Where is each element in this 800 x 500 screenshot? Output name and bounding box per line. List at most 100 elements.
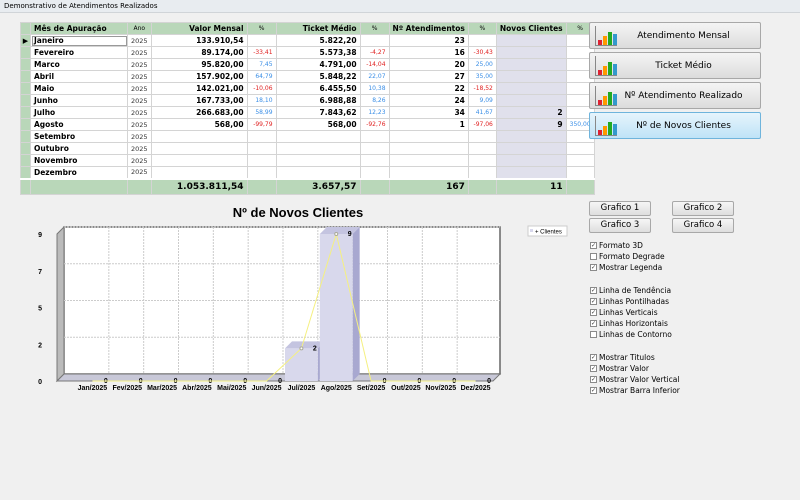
row-indicator[interactable] [20,70,31,83]
table-row[interactable]: Abril 2025 157.902,00 64,79 5.848,22 22,07 27 3… [20,70,595,83]
option-checkbox[interactable]: ✓ Linhas Verticais [590,307,658,317]
cell-atend[interactable] [388,142,469,155]
cell-valor[interactable] [150,130,248,143]
row-indicator[interactable] [20,82,31,95]
grafico-3-button[interactable]: Grafico 3 [589,218,651,233]
cell-novos[interactable] [495,130,567,143]
cell-novos-pct[interactable] [565,154,595,167]
cell-valor-pct[interactable]: 58,99 [246,106,277,119]
cell-ticket-pct[interactable] [359,142,390,155]
cell-valor[interactable] [150,154,248,167]
cell-atend[interactable]: 1 [388,118,469,131]
cell-ticket-pct[interactable]: -4,27 [359,46,390,59]
cell-ticket-pct[interactable] [359,130,390,143]
cell-ticket-pct[interactable]: -14,04 [359,58,390,71]
cell-atend[interactable] [388,166,469,179]
cell-valor-pct[interactable]: 64,79 [246,70,277,83]
checked-box-icon[interactable]: ✓ [590,286,597,294]
option-checkbox[interactable]: ✓ Linhas Horizontais [590,318,668,328]
grafico-1-button[interactable]: Grafico 1 [589,201,651,216]
checked-box-icon[interactable]: ✓ [590,375,597,383]
row-indicator[interactable] [20,154,31,167]
cell-valor-pct[interactable]: -10,06 [246,82,277,95]
cell-atend[interactable] [388,130,469,143]
option-checkbox[interactable]: ✓ Mostrar Legenda [590,262,662,272]
cell-atend-pct[interactable] [467,142,497,155]
cell-atend-pct[interactable] [467,166,497,179]
cell-ano[interactable]: 2025 [127,58,152,71]
cell-ticket-pct[interactable]: 12,23 [359,106,390,119]
cell-ticket[interactable]: 6.988,88 [275,94,361,107]
cell-valor-pct[interactable] [246,34,277,47]
cell-valor[interactable] [150,166,248,179]
cell-atend-pct[interactable]: -18,52 [467,82,497,95]
cell-ticket[interactable] [275,154,361,167]
option-checkbox[interactable]: ✓ Formato 3D [590,240,643,250]
unchecked-box-icon[interactable] [590,330,597,338]
cell-novos[interactable] [495,70,567,83]
row-indicator[interactable] [20,58,31,71]
cell-ticket[interactable]: 5.848,22 [275,70,361,83]
table-row[interactable]: Setembro 2025 [20,130,595,143]
chart-button[interactable]: Nº Atendimento Realizado [589,82,761,109]
cell-novos[interactable] [495,166,567,179]
cell-valor[interactable]: 133.910,54 [150,34,248,47]
cell-ticket[interactable] [275,166,361,179]
cell-valor[interactable]: 266.683,00 [150,106,248,119]
cell-valor-pct[interactable] [246,130,277,143]
cell-novos-pct[interactable] [565,142,595,155]
cell-valor[interactable]: 568,00 [150,118,248,131]
row-indicator[interactable] [20,118,31,131]
cell-ticket-pct[interactable] [359,154,390,167]
cell-ticket[interactable]: 6.455,50 [275,82,361,95]
row-indicator[interactable] [20,166,31,179]
row-indicator[interactable]: ▶ [20,34,31,47]
cell-mes[interactable]: Abril [30,70,128,83]
row-indicator[interactable] [20,142,31,155]
checked-box-icon[interactable]: ✓ [590,241,597,249]
chart-button[interactable]: Atendimento Mensal [589,22,761,49]
table-row[interactable]: Dezembro 2025 [20,166,595,179]
cell-ticket[interactable] [275,130,361,143]
cell-ano[interactable]: 2025 [127,142,152,155]
cell-novos[interactable] [495,142,567,155]
cell-valor[interactable] [150,142,248,155]
cell-atend[interactable]: 24 [388,94,469,107]
cell-valor-pct[interactable] [246,154,277,167]
chart-button[interactable]: Ticket Médio [589,52,761,79]
cell-valor-pct[interactable] [246,142,277,155]
cell-novos[interactable] [495,82,567,95]
cell-ticket[interactable]: 5.822,20 [275,34,361,47]
cell-mes[interactable]: Marco [30,58,128,71]
cell-atend[interactable]: 23 [388,34,469,47]
row-indicator[interactable] [20,94,31,107]
cell-ticket[interactable]: 568,00 [275,118,361,131]
cell-ano[interactable]: 2025 [127,82,152,95]
grafico-2-button[interactable]: Grafico 2 [672,201,734,216]
cell-atend-pct[interactable] [467,130,497,143]
option-checkbox[interactable]: ✓ Mostrar Valor [590,363,649,373]
row-indicator[interactable] [20,106,31,119]
cell-ticket[interactable]: 4.791,00 [275,58,361,71]
cell-atend-pct[interactable]: 25,00 [467,58,497,71]
cell-mes[interactable]: Dezembro [30,166,128,179]
cell-atend-pct[interactable]: 35,00 [467,70,497,83]
cell-valor-pct[interactable]: 7,45 [246,58,277,71]
cell-ano[interactable]: 2025 [127,94,152,107]
cell-novos[interactable] [495,46,567,59]
cell-ticket[interactable] [275,142,361,155]
option-checkbox[interactable]: ✓ Mostrar Barra Inferior [590,385,680,395]
cell-mes[interactable]: Novembro [30,154,128,167]
checked-box-icon[interactable]: ✓ [590,386,597,394]
table-row[interactable]: Novembro 2025 [20,154,595,167]
table-row[interactable]: Fevereiro 2025 89.174,00 -33,41 5.573,38 -4,2… [20,46,595,59]
table-row[interactable]: Junho 2025 167.733,00 18,10 6.988,88 8,26 24 9,… [20,94,595,107]
cell-ano[interactable]: 2025 [127,118,152,131]
cell-valor[interactable]: 157.902,00 [150,70,248,83]
cell-valor-pct[interactable] [246,166,277,179]
column-header[interactable]: % [359,22,390,35]
cell-atend-pct[interactable] [467,154,497,167]
cell-ano[interactable]: 2025 [127,70,152,83]
cell-ano[interactable]: 2025 [127,46,152,59]
cell-novos[interactable] [495,94,567,107]
